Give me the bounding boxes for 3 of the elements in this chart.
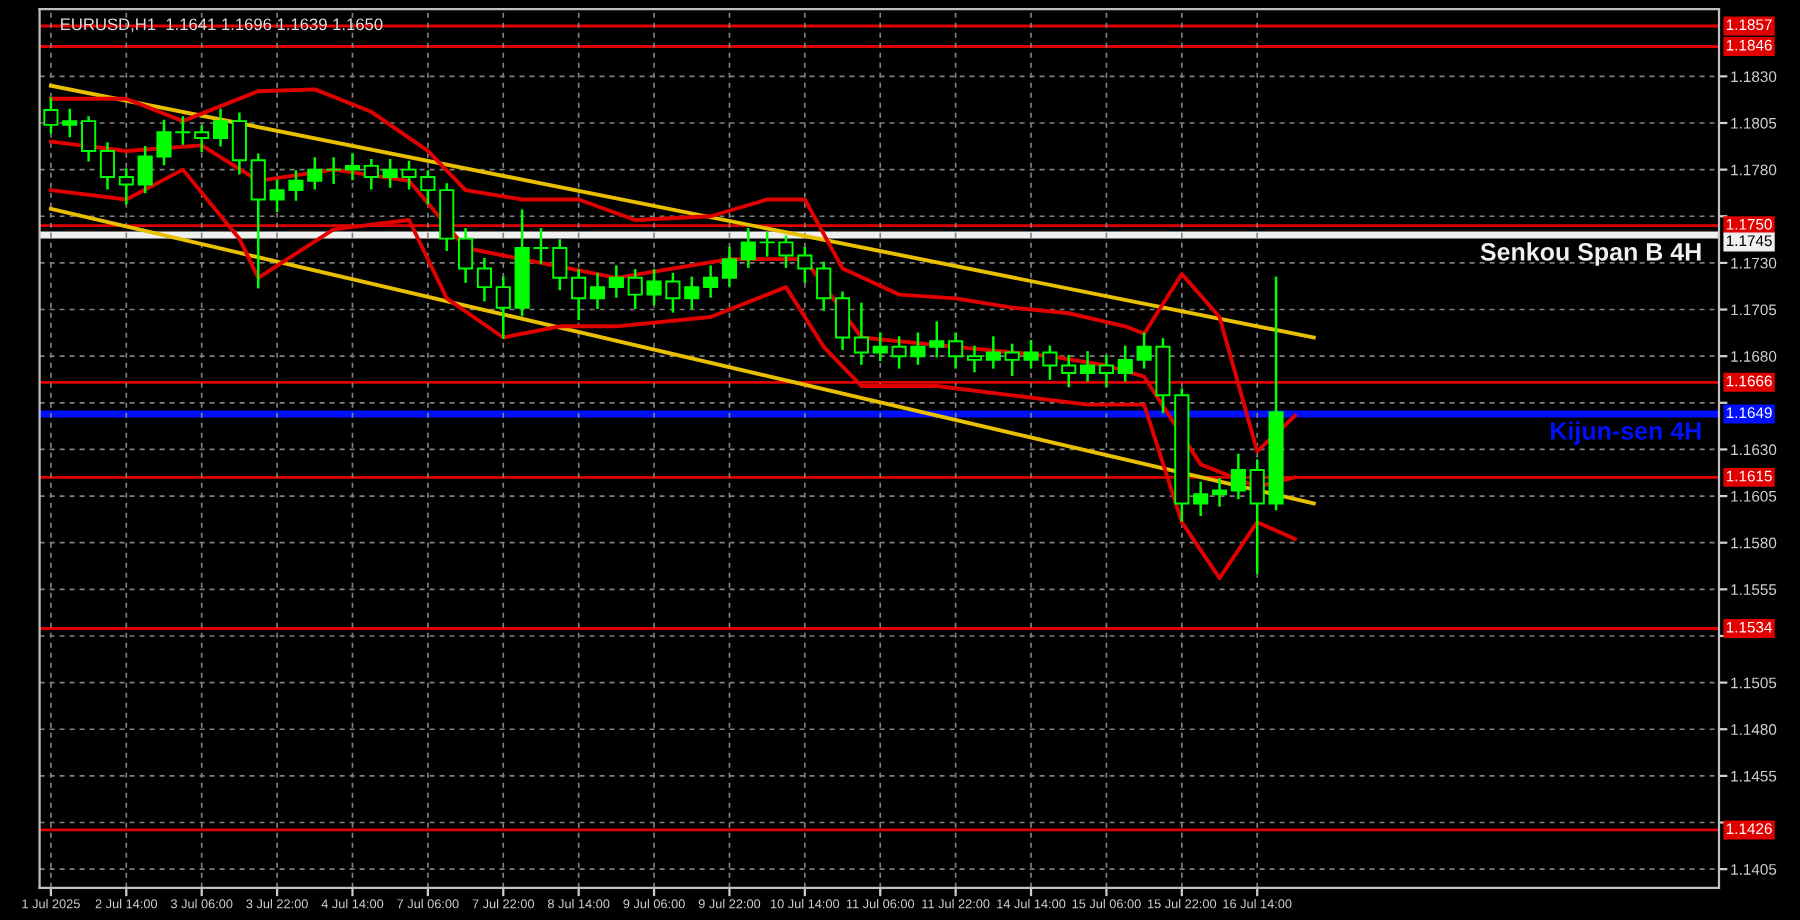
chart-title: EURUSD,H1 1.1641 1.1696 1.1639 1.1650 bbox=[61, 18, 383, 33]
annotation: Senkou Span B 4H bbox=[1480, 242, 1701, 266]
annotation: Kijun-sen 4H bbox=[1551, 421, 1701, 445]
